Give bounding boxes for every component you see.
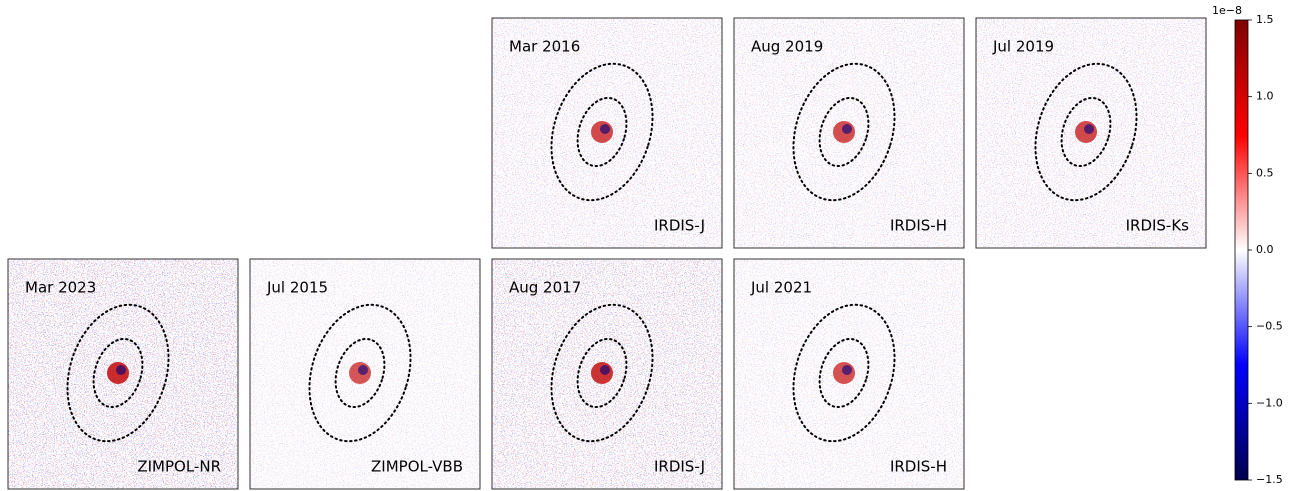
panel-instrument: ZIMPOL-NR	[137, 458, 221, 476]
core-blue	[1084, 124, 1094, 134]
colorbar-tick-label: −1.5	[1256, 473, 1283, 486]
panel-date: Aug 2019	[751, 38, 823, 56]
colorbar-tick-label: 0.0	[1256, 243, 1274, 256]
image-panel: Aug 2019 IRDIS-H	[734, 18, 964, 248]
panel-instrument: IRDIS-Ks	[1126, 217, 1190, 235]
panel-date: Mar 2023	[25, 279, 96, 297]
image-panel: Jul 2019 IRDIS-Ks	[976, 18, 1206, 248]
image-panel: Jul 2015 ZIMPOL-VBB	[250, 259, 480, 489]
core-blue	[600, 124, 610, 134]
panel-instrument: IRDIS-J	[654, 217, 705, 235]
core-blue	[358, 365, 368, 375]
panel-date: Aug 2017	[509, 279, 581, 297]
panel-date: Mar 2016	[509, 38, 580, 56]
colorbar	[1235, 20, 1248, 480]
image-panel: Jul 2021 IRDIS-H	[734, 259, 964, 489]
panel-date: Jul 2015	[266, 279, 328, 297]
panel-instrument: IRDIS-H	[890, 217, 947, 235]
colorbar-tick-label: 1.0	[1256, 90, 1274, 103]
core-blue	[842, 365, 852, 375]
image-panel: Mar 2016 IRDIS-J	[492, 18, 722, 248]
panel-instrument: ZIMPOL-VBB	[371, 458, 463, 476]
image-panel: Mar 2023 ZIMPOL-NR	[8, 259, 238, 489]
colorbar-tick-label: 1.5	[1256, 13, 1274, 26]
image-panel: Aug 2017 IRDIS-J	[492, 259, 722, 489]
colorbar-tick-label: 0.5	[1256, 166, 1274, 179]
colorbar-tick-label: −0.5	[1256, 320, 1283, 333]
colorbar-tick-label: −1.0	[1256, 396, 1283, 409]
colorbar-offset: 1e−8	[1212, 4, 1242, 17]
core-blue	[600, 365, 610, 375]
core-blue	[116, 365, 126, 375]
panel-instrument: IRDIS-J	[654, 458, 705, 476]
panel-instrument: IRDIS-H	[890, 458, 947, 476]
panel-date: Jul 2019	[992, 38, 1054, 56]
figure: 1e−8 Mar 2016IRDIS-JAug 2019IRDIS-HJul 2…	[0, 0, 1304, 491]
panel-date: Jul 2021	[750, 279, 812, 297]
core-blue	[842, 124, 852, 134]
